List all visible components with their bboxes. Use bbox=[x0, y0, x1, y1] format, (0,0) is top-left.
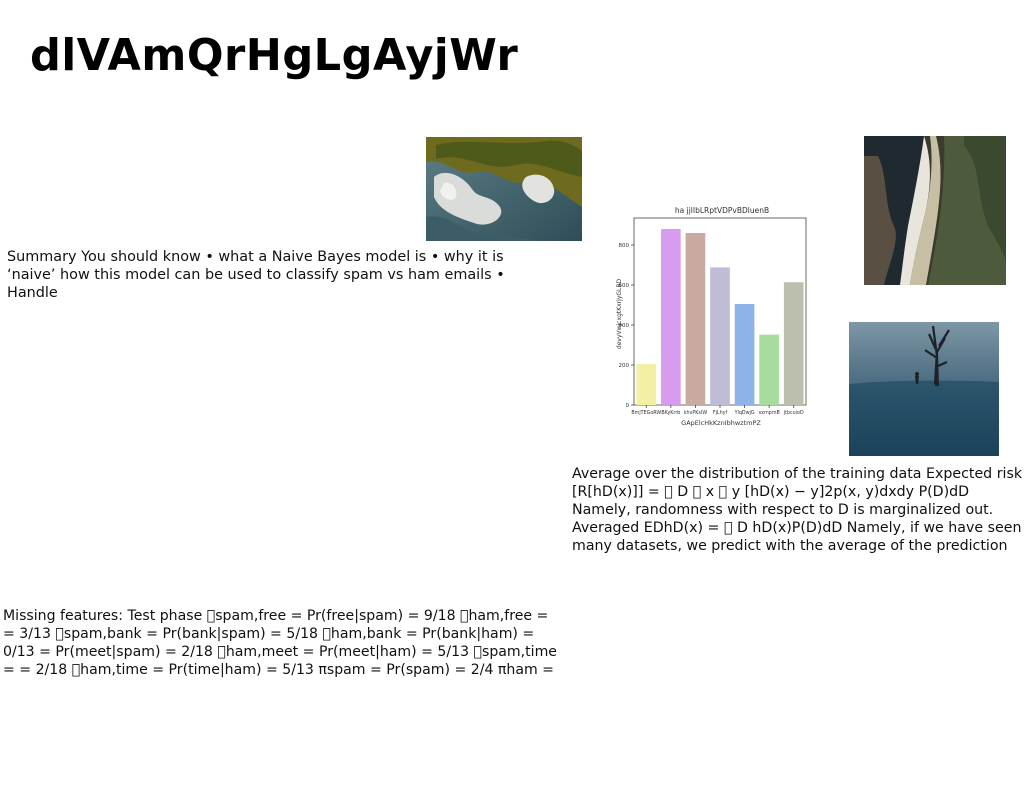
aerial-island-photo bbox=[426, 137, 582, 241]
chart-y-axis-label: devyVwjcxgtKxrjyGLBD bbox=[616, 279, 623, 350]
bar bbox=[685, 233, 706, 405]
bar bbox=[783, 282, 804, 405]
expected-risk-text: Average over the distribution of the tra… bbox=[572, 466, 1023, 554]
x-tick-label: YlqDwjG bbox=[734, 410, 755, 416]
bar-chart-svg: ha jjlIbLRptVDPvBDluenB devyVwjcxgtKxrjy… bbox=[616, 206, 807, 427]
summary-text: Summary You should know • what a Naive B… bbox=[7, 249, 505, 301]
x-tick-label: FjLhyf bbox=[713, 410, 728, 416]
bar bbox=[734, 304, 755, 405]
y-tick-label: 0 bbox=[626, 403, 630, 409]
x-tick-label: BmjTEGoRW bbox=[631, 410, 661, 416]
bar bbox=[636, 364, 657, 405]
bar bbox=[759, 334, 779, 405]
x-tick-label: xxmpmB bbox=[758, 410, 779, 416]
y-tick-label: 200 bbox=[619, 363, 630, 369]
chart-plot-area: 0 200 400 600 800 BmjTEGoRW BKyKrrb khvPKsIW FjL… bbox=[619, 217, 807, 416]
foggy-field-tree-photo bbox=[849, 322, 999, 456]
x-tick-label: khvPKsIW bbox=[684, 410, 708, 416]
chart-title: ha jjlIbLRptVDPvBDluenB bbox=[675, 206, 769, 215]
x-tick-label: jtbcuioD bbox=[783, 410, 804, 416]
bar-chart: ha jjlIbLRptVDPvBDluenB devyVwjcxgtKxrjy… bbox=[612, 202, 812, 434]
chart-x-axis-label: GApElcHkKznIbhwztmPZ bbox=[681, 419, 761, 427]
x-tick-label: BKyKrrb bbox=[661, 410, 680, 416]
missing-features-text: Missing features: Test phase  spam,free … bbox=[3, 608, 557, 678]
bar bbox=[661, 229, 681, 405]
y-tick-label: 600 bbox=[619, 283, 630, 289]
aerial-coastline-photo bbox=[864, 136, 1006, 285]
slide-title: dlVAmQrHgLgAyjWr bbox=[30, 30, 519, 81]
bar bbox=[710, 267, 730, 405]
y-tick-label: 400 bbox=[619, 323, 630, 329]
y-tick-label: 800 bbox=[619, 243, 630, 249]
